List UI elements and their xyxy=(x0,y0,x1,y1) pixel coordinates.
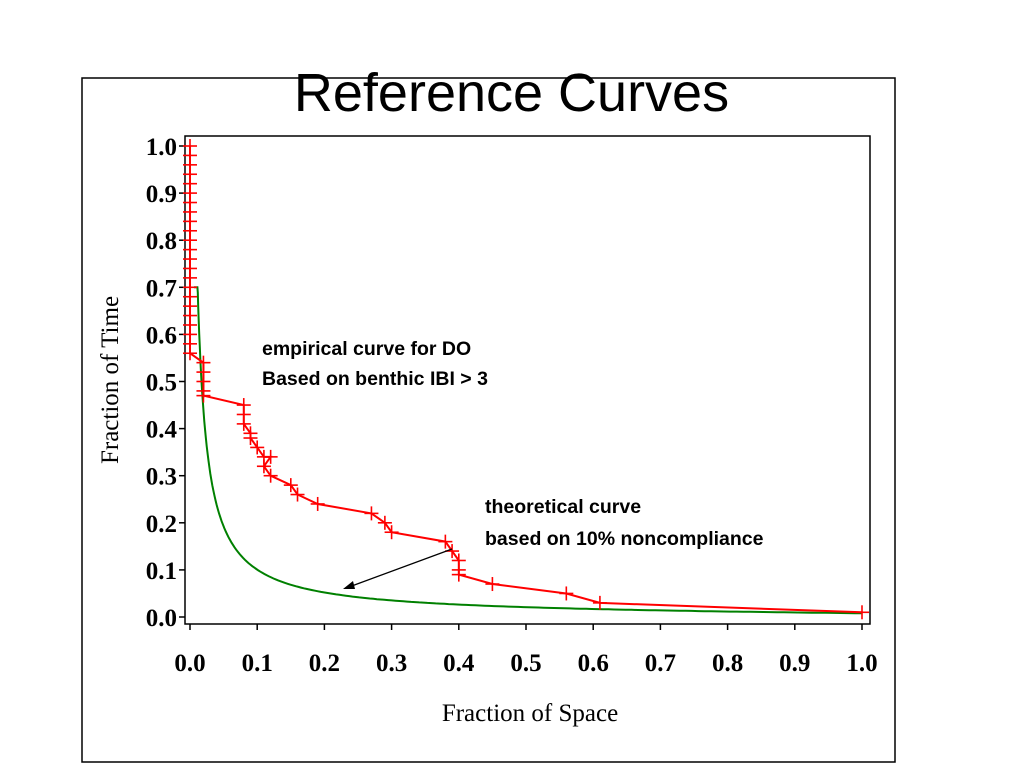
y-tick-label: 0.0 xyxy=(146,605,177,632)
empirical-point xyxy=(377,515,392,530)
y-tick-label: 0.7 xyxy=(146,275,177,302)
empirical-point xyxy=(263,468,278,483)
empirical-point xyxy=(364,506,379,521)
plot-frame xyxy=(184,135,871,625)
x-tick-label: 0.1 xyxy=(242,650,273,677)
theoretical-curve-line xyxy=(194,286,862,615)
x-tick-label: 1.0 xyxy=(846,650,877,677)
x-axis-title: Fraction of Space xyxy=(442,700,618,727)
x-axis-ticks: 0.0 0.1 0.2 0.3 0.4 0.5 0.6 0.7 0.8 0.9 1.0 xyxy=(174,624,878,677)
x-tick-label: 0.6 xyxy=(578,650,609,677)
x-tick-label: 0.7 xyxy=(645,650,676,677)
empirical-point xyxy=(559,586,574,601)
slide-border xyxy=(81,77,896,763)
x-tick-label: 0.5 xyxy=(510,650,541,677)
empirical-point xyxy=(438,534,453,549)
x-tick-label: 0.8 xyxy=(712,650,743,677)
y-axis-title: Fraction of Time xyxy=(97,296,124,464)
page-title: Reference Curves xyxy=(293,63,730,123)
y-tick-label: 0.8 xyxy=(146,228,177,255)
empirical-point xyxy=(263,449,278,464)
empirical-markers xyxy=(183,139,869,620)
empirical-point xyxy=(384,525,399,540)
y-tick-label: 0.5 xyxy=(146,370,177,397)
annotation-theoretical-line-2: based on 10% noncompliance xyxy=(485,528,764,550)
y-tick-label: 0.4 xyxy=(146,417,178,444)
empirical-point xyxy=(485,577,500,592)
empirical-point xyxy=(592,595,607,610)
empirical-point xyxy=(290,487,305,502)
empirical-point xyxy=(451,567,466,582)
y-axis-ticks: 0.0 0.1 0.2 0.3 0.4 0.5 0.6 0.7 0.8 0.9 1.0 xyxy=(146,134,185,632)
x-tick-label: 0.2 xyxy=(309,650,340,677)
empirical-point xyxy=(256,459,271,474)
empirical-point xyxy=(250,440,265,455)
x-tick-label: 0.0 xyxy=(174,650,205,677)
x-tick-label: 0.9 xyxy=(779,650,810,677)
empirical-point xyxy=(196,388,211,403)
empirical-point xyxy=(183,346,197,361)
empirical-point xyxy=(236,416,251,431)
y-tick-label: 1.0 xyxy=(146,134,177,161)
y-tick-label: 0.3 xyxy=(146,464,177,491)
empirical-point xyxy=(243,431,258,446)
x-tick-label: 0.3 xyxy=(376,650,407,677)
annotation-arrow xyxy=(343,548,453,589)
annotation-empirical-line-1: empirical curve for DO xyxy=(262,338,471,360)
annotation-empirical-line-2: Based on benthic IBI > 3 xyxy=(262,368,488,390)
empirical-point xyxy=(283,478,298,493)
empirical-point xyxy=(310,496,325,511)
x-tick-label: 0.4 xyxy=(443,650,475,677)
y-tick-label: 0.2 xyxy=(146,511,177,538)
empirical-point xyxy=(855,605,869,620)
y-tick-label: 0.1 xyxy=(146,558,177,585)
y-tick-label: 0.6 xyxy=(146,322,177,349)
annotation-theoretical-line-1: theoretical curve xyxy=(485,496,641,518)
y-tick-label: 0.9 xyxy=(146,181,177,208)
